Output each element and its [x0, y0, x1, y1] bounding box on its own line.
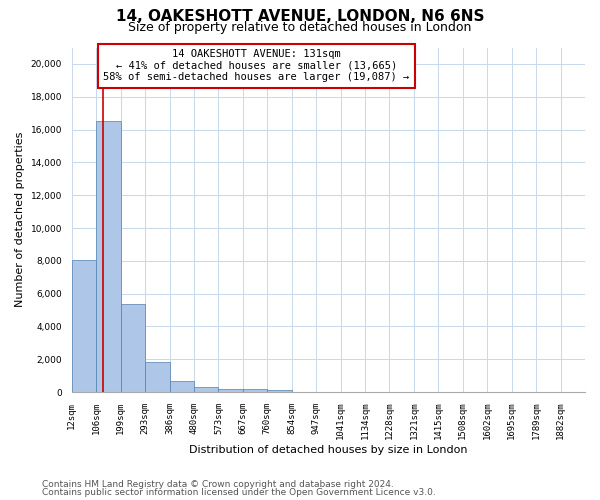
Bar [267, 390, 292, 392]
X-axis label: Distribution of detached houses by size in London: Distribution of detached houses by size … [189, 445, 467, 455]
Text: Contains public sector information licensed under the Open Government Licence v3: Contains public sector information licen… [42, 488, 436, 497]
Bar [194, 387, 218, 392]
Bar [218, 388, 243, 392]
Bar [72, 260, 96, 392]
Bar [243, 390, 267, 392]
Bar [121, 304, 145, 392]
Text: 14, OAKESHOTT AVENUE, LONDON, N6 6NS: 14, OAKESHOTT AVENUE, LONDON, N6 6NS [116, 9, 484, 24]
Bar [170, 381, 194, 392]
Text: Size of property relative to detached houses in London: Size of property relative to detached ho… [128, 21, 472, 34]
Y-axis label: Number of detached properties: Number of detached properties [15, 132, 25, 308]
Bar [145, 362, 170, 392]
Text: Contains HM Land Registry data © Crown copyright and database right 2024.: Contains HM Land Registry data © Crown c… [42, 480, 394, 489]
Bar [96, 120, 121, 392]
Text: 14 OAKESHOTT AVENUE: 131sqm
← 41% of detached houses are smaller (13,665)
58% of: 14 OAKESHOTT AVENUE: 131sqm ← 41% of det… [103, 49, 410, 82]
